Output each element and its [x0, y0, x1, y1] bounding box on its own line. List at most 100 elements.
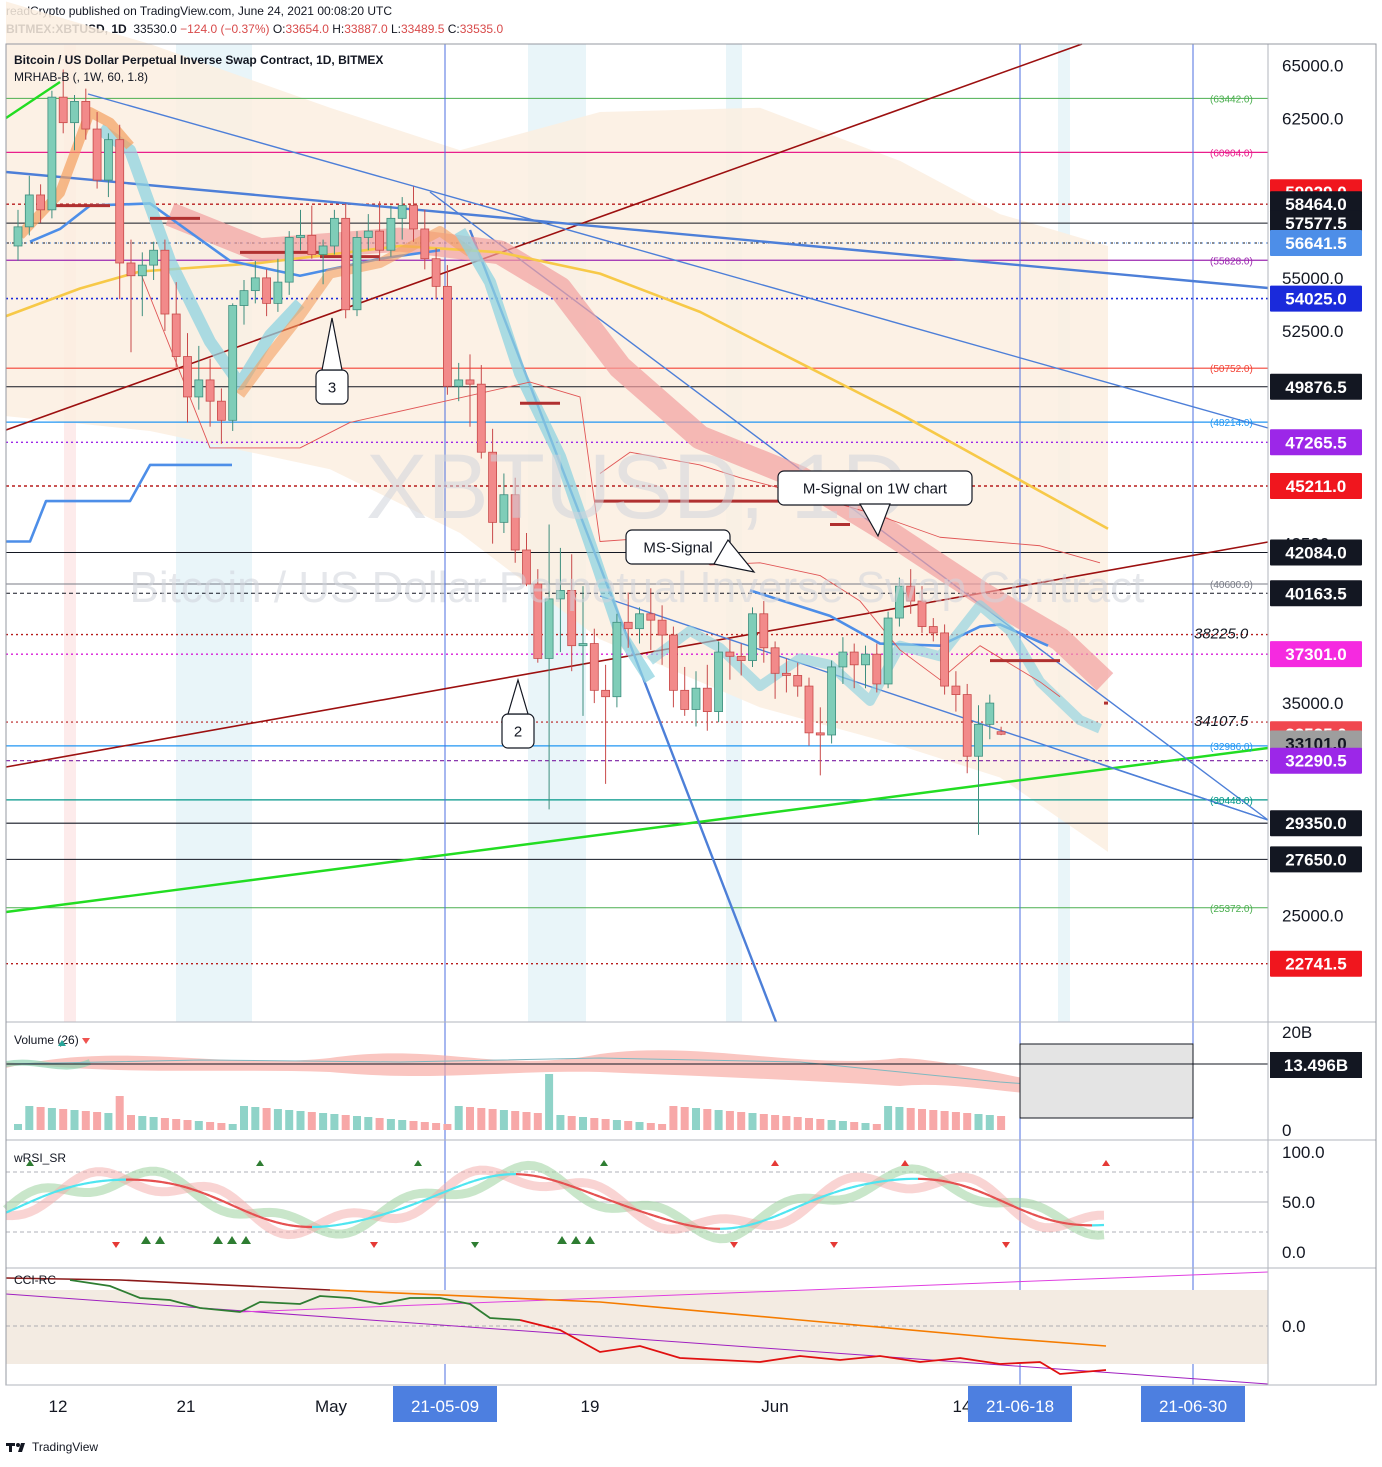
rsi-line [71, 1184, 79, 1188]
candle-body [262, 277, 272, 304]
rsi-line [809, 1198, 817, 1203]
candle-body [578, 643, 588, 647]
volume-bar [805, 1118, 813, 1130]
candle [228, 303, 238, 431]
rsi-line [41, 1193, 49, 1198]
volume-down-arrow-icon [82, 1038, 90, 1044]
candle-body [793, 675, 803, 687]
level-38225-label: 38225.0 [1194, 626, 1249, 643]
rsi-line [485, 1175, 493, 1179]
candle [827, 660, 836, 744]
candle-body [149, 249, 159, 266]
candle-body [736, 655, 746, 661]
rsi-line [251, 1212, 259, 1218]
candle [951, 671, 961, 712]
rsi-line [527, 1173, 535, 1177]
volume-bar [827, 1120, 836, 1130]
volume-bar [556, 1115, 565, 1130]
candle-body [544, 598, 554, 659]
rsi-line [401, 1205, 409, 1210]
volume-bar [816, 1119, 825, 1130]
volume-bar [319, 1113, 328, 1130]
candle-body [341, 217, 351, 311]
wrsi-label: wRSI_SR [13, 1151, 66, 1165]
candle-body [815, 732, 825, 736]
price-label-box [1270, 373, 1362, 400]
rsi-line [365, 1216, 373, 1221]
volume-bar [533, 1113, 542, 1130]
candle-body [329, 217, 339, 247]
candle-body [612, 621, 622, 698]
candle-body [759, 613, 769, 649]
volume-bar [353, 1116, 361, 1130]
candle [510, 477, 520, 563]
rsi-line [17, 1203, 25, 1209]
rsi-line [581, 1188, 589, 1194]
candle [420, 209, 430, 270]
rsi-triangle-icon [571, 1236, 581, 1244]
candle-body [985, 702, 995, 725]
rsi-line [743, 1223, 751, 1228]
rsi-line [419, 1198, 427, 1203]
level-tag: (48214.0) [1210, 418, 1253, 429]
price-tick-label: 62500.0 [1282, 109, 1343, 128]
candle-body [917, 600, 927, 627]
rsi-line [179, 1184, 187, 1189]
close-label: C: [447, 22, 460, 36]
candle [81, 88, 91, 140]
volume-bar [262, 1108, 271, 1130]
candle-body [126, 262, 136, 277]
rsi-line [935, 1178, 943, 1182]
tradingview-logo-icon [6, 1443, 25, 1452]
rsi-line [413, 1200, 421, 1206]
rsi-line [47, 1191, 55, 1196]
rsi-line [83, 1181, 91, 1185]
low-label: L: [390, 22, 401, 36]
rsi-line [185, 1186, 193, 1191]
candle [92, 112, 102, 189]
candle [601, 664, 610, 784]
candle-body [996, 731, 1006, 735]
candle-body [205, 379, 215, 402]
candle-body [804, 685, 814, 734]
candle-body [104, 139, 113, 181]
candle [646, 588, 656, 650]
volume-bar [940, 1111, 949, 1130]
level-tag: (30448.0) [1210, 796, 1253, 807]
trend-line [5, 170, 1269, 290]
candle [363, 214, 373, 251]
candle [47, 90, 57, 219]
rsi-line [425, 1196, 433, 1201]
volume-bar [466, 1107, 474, 1130]
volume-bar [47, 1108, 56, 1130]
level-tag: (63442.0) [1210, 94, 1253, 105]
rsi-line [587, 1191, 595, 1196]
price-label-box [1270, 210, 1362, 237]
last-price: 33530.0 [133, 22, 177, 36]
candle-body [13, 226, 23, 247]
volume-bar [420, 1122, 429, 1130]
price-label-box [1270, 641, 1362, 668]
volume-bar [14, 1124, 22, 1130]
candle [397, 197, 407, 240]
candle [183, 333, 192, 423]
candle [70, 95, 79, 151]
rsi-line [467, 1179, 475, 1185]
time-tick-label: Jun [761, 1397, 788, 1416]
volume-bar [929, 1110, 938, 1130]
volume-bar [330, 1114, 339, 1130]
rsi-line [827, 1191, 835, 1196]
rsi-line [659, 1216, 667, 1221]
rsi-line [473, 1178, 481, 1183]
candle-body [92, 128, 102, 181]
close-value: 33535.0 [459, 22, 504, 36]
candle-body [183, 356, 192, 398]
rsi-line [977, 1189, 985, 1195]
volume-band [6, 1050, 1108, 1099]
candle [499, 473, 509, 533]
time-tick-label: 19 [581, 1397, 600, 1416]
candle-body [465, 379, 475, 385]
candle [872, 643, 882, 693]
candle-body [431, 258, 441, 287]
